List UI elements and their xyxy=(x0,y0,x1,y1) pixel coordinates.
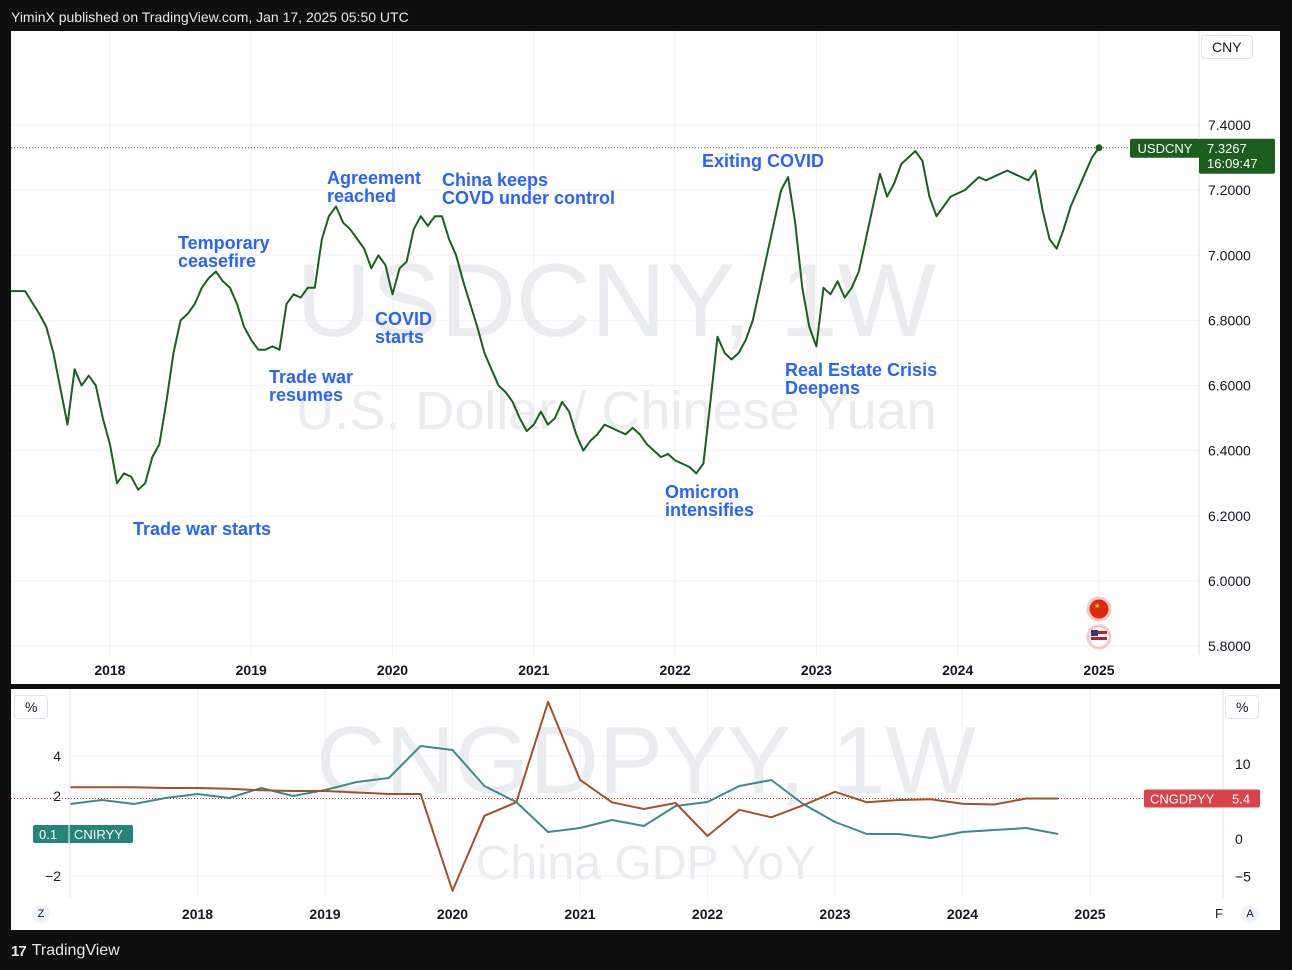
watermark-description: U.S. Dollar / Chinese Yuan xyxy=(295,381,936,441)
gdp-watermark-description: China GDP YoY xyxy=(476,837,817,890)
annotation-text: Trade war starts xyxy=(133,519,271,539)
time-tick-label: 2024 xyxy=(942,662,973,678)
gdp-time-tick-label: 2018 xyxy=(182,906,213,922)
time-tick-label: 2018 xyxy=(94,662,125,678)
gdp-left-tick-label: 4 xyxy=(53,748,61,764)
bar-countdown: 16:09:47 xyxy=(1207,156,1258,171)
annotation-text: ceasefire xyxy=(178,251,256,271)
annotation-text: Trade war xyxy=(269,367,353,387)
time-tick-label: 2020 xyxy=(377,662,408,678)
usdcny-chart[interactable]: USDCNY, 1W U.S. Dollar / Chinese Yuan Tr… xyxy=(11,31,1280,655)
annotation-text: China keeps xyxy=(442,170,548,190)
gdp-right-tick-label: 0 xyxy=(1235,831,1243,847)
price-tick-label: 6.0000 xyxy=(1208,573,1251,589)
price-tick-label: 6.8000 xyxy=(1208,312,1251,328)
annotation-text: COVD under control xyxy=(442,188,615,208)
gdp-time-tick-label: 2022 xyxy=(692,906,723,922)
annotation-text: starts xyxy=(375,327,424,347)
china-flag-icon[interactable]: ★ xyxy=(1086,596,1112,622)
cngdpyy-name: CNGDPYY xyxy=(1150,792,1215,807)
price-tick-label: 5.8000 xyxy=(1208,638,1251,654)
cniryy-series-line[interactable] xyxy=(69,745,1059,839)
gdp-time-tick-label: 2025 xyxy=(1074,906,1105,922)
publisher-header: YiminX published on TradingView.com, Jan… xyxy=(11,9,409,25)
annotation-text: resumes xyxy=(269,385,343,405)
usdcny-last-label: USDCNY 7.3267 16:09:47 xyxy=(1130,138,1275,174)
price-pane[interactable]: USDCNY, 1W U.S. Dollar / Chinese Yuan Tr… xyxy=(11,31,1280,655)
auto-scale-button[interactable]: A xyxy=(1241,905,1259,923)
annotation-text: Agreement xyxy=(327,168,421,188)
tradingview-logo-icon[interactable]: 17 xyxy=(11,942,27,960)
annotation-text: Real Estate Crisis xyxy=(785,360,937,380)
gdp-left-scale[interactable]: 4 2 −2 xyxy=(45,748,61,884)
annotation-text: reached xyxy=(327,186,396,206)
gdp-right-scale[interactable]: 10 0 −5 xyxy=(1235,756,1251,885)
last-price-dot xyxy=(1095,144,1103,152)
cngdpyy-value: 5.4 xyxy=(1232,792,1250,807)
annotation-text: Deepens xyxy=(785,378,860,398)
gdp-chart[interactable]: CNGDPYY, 1W China GDP YoY 4 2 −2 10 0 −5 0.1… xyxy=(11,689,1280,898)
cniryy-value: 0.1 xyxy=(39,827,57,842)
price-tick-label: 6.6000 xyxy=(1208,378,1251,394)
gdp-left-tick-label: −2 xyxy=(45,868,61,884)
cniryy-name: CNIRYY xyxy=(74,827,123,842)
annotation-text: COVID xyxy=(375,309,432,329)
price-tick-label: 7.0000 xyxy=(1208,247,1251,263)
price-tick-label: 7.4000 xyxy=(1208,117,1251,133)
gdp-time-axis[interactable]: 2018 2019 2020 2021 2022 2023 2024 2025 Z F A xyxy=(11,898,1280,930)
annotation-text: Temporary xyxy=(178,233,270,253)
cngdpyy-value-label: CNGDPYY 5.4 xyxy=(1144,789,1260,808)
gdp-time-tick-label: 2021 xyxy=(564,906,595,922)
gdp-time-tick-label: 2020 xyxy=(437,906,468,922)
currency-unit-label[interactable]: CNY xyxy=(1201,35,1253,59)
main-time-axis[interactable]: 2018 2019 2020 2021 2022 2023 2024 2025 xyxy=(11,655,1280,684)
gdp-pane[interactable]: CNGDPYY, 1W China GDP YoY 4 2 −2 10 0 −5 0.1… xyxy=(11,689,1280,898)
gdp-unit-right[interactable]: % xyxy=(1225,695,1260,719)
usdcny-label-name: USDCNY xyxy=(1138,141,1193,156)
us-flag-icon[interactable] xyxy=(1086,624,1112,650)
gdp-right-tick-label: −5 xyxy=(1235,869,1251,885)
time-tick-label: 2019 xyxy=(236,662,267,678)
price-tick-label: 6.4000 xyxy=(1208,443,1251,459)
gdp-grid xyxy=(70,689,1223,898)
zoom-button[interactable]: Z xyxy=(32,905,50,923)
gdp-time-tick-label: 2019 xyxy=(309,906,340,922)
gdp-watermark-symbol: CNGDPYY, 1W xyxy=(316,707,976,814)
price-tick-label: 7.2000 xyxy=(1208,182,1251,198)
annotation-text: Exiting COVID xyxy=(702,151,824,171)
svg-text:★: ★ xyxy=(1094,602,1100,610)
time-tick-label: 2022 xyxy=(660,662,691,678)
annotation-text: Omicron xyxy=(665,482,739,502)
time-tick-label: 2025 xyxy=(1083,662,1114,678)
annotation-text: intensifies xyxy=(665,500,754,520)
footer-brand[interactable]: TradingView xyxy=(31,942,120,959)
usdcny-label-value: 7.3267 xyxy=(1207,141,1247,156)
cniryy-value-label: 0.1 CNIRYY xyxy=(33,825,133,843)
footer: 17 TradingView xyxy=(11,936,120,966)
gdp-right-tick-label: 10 xyxy=(1235,756,1251,772)
axis-cut-label: F xyxy=(1215,906,1223,921)
cngdpyy-series-line[interactable] xyxy=(70,700,1059,892)
time-tick-label: 2021 xyxy=(518,662,549,678)
price-scale[interactable]: 7.4000 7.2000 7.0000 6.8000 6.6000 6.4000 6.20… xyxy=(1208,117,1251,654)
usdcny-series-line[interactable] xyxy=(11,147,1100,491)
gdp-left-tick-label: 2 xyxy=(53,788,61,804)
watermark-symbol: USDCNY, 1W xyxy=(296,243,936,359)
gdp-time-tick-label: 2024 xyxy=(947,906,978,922)
gdp-time-tick-label: 2023 xyxy=(819,906,850,922)
time-tick-label: 2023 xyxy=(801,662,832,678)
price-tick-label: 6.2000 xyxy=(1208,508,1251,524)
gdp-unit-left[interactable]: % xyxy=(14,695,49,719)
